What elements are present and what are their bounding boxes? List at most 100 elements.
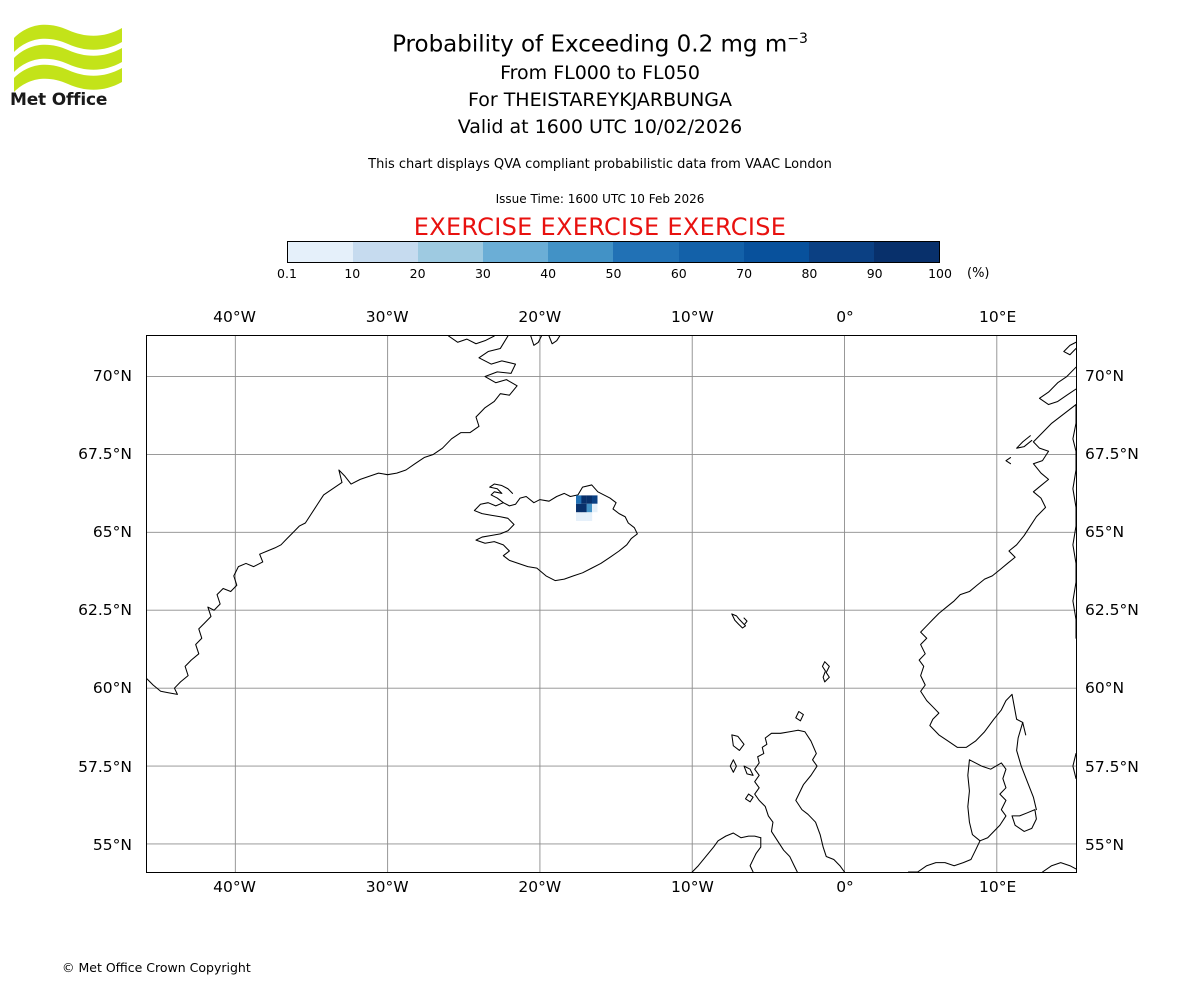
coastline-2 — [530, 336, 542, 346]
lat-tick-right-2: 65°N — [1085, 523, 1125, 542]
lon-tick-top-2: 20°W — [518, 308, 562, 326]
colorbar-band-1 — [353, 242, 419, 262]
coastline-23 — [1005, 457, 1012, 465]
lat-tick-right-5: 57.5°N — [1085, 757, 1139, 776]
colorbar-tick-100: 100 — [928, 266, 952, 281]
chart-title-levels: From FL000 to FL050 — [500, 61, 700, 84]
probability-colorbar — [287, 241, 940, 263]
colorbar-band-8 — [808, 242, 874, 262]
coastline-1 — [448, 336, 495, 345]
lon-tick-bottom-1: 30°W — [365, 878, 409, 896]
ash-cell-3 — [581, 503, 587, 513]
ash-cell-5 — [586, 503, 593, 513]
lat-tick-right-4: 60°N — [1085, 679, 1125, 698]
lat-tick-left-4: 60°N — [92, 679, 132, 698]
coastline-29 — [1072, 753, 1076, 780]
coastline-5 — [489, 483, 514, 504]
ash-cell-6 — [592, 495, 598, 504]
coastline-21 — [1063, 341, 1076, 356]
ash-cell-8 — [576, 512, 582, 521]
coastline-14 — [743, 765, 754, 776]
colorbar-band-3 — [483, 242, 549, 262]
lon-tick-bottom-2: 20°W — [518, 878, 562, 896]
colorbar-tick-30: 30 — [474, 266, 491, 281]
exercise-banner: EXERCISE EXERCISE EXERCISE — [413, 213, 787, 241]
lat-tick-right-3: 62.5°N — [1085, 601, 1139, 620]
coastline-15 — [744, 793, 754, 803]
lon-tick-bottom-3: 10°W — [670, 878, 714, 896]
coastline-12 — [731, 734, 745, 751]
chart-title-main: Probability of Exceeding 0.2 mg m−3 — [0, 24, 1200, 60]
coastline-28 — [1041, 862, 1076, 872]
latitude-axis-left: 70°N 67.5°N 65°N 62.5°N 60°N 57.5°N 55°N — [0, 335, 140, 875]
lat-tick-left-6: 55°N — [92, 835, 132, 854]
lon-tick-top-0: 40°W — [213, 308, 256, 326]
colorbar-tick-80: 80 — [801, 266, 818, 281]
coastline-19 — [1072, 404, 1076, 639]
lat-tick-right-1: 67.5°N — [1085, 444, 1139, 463]
colorbar-unit-label: (%) — [967, 266, 990, 281]
coastline-8 — [821, 661, 830, 683]
coastline-11 — [754, 729, 799, 872]
lat-tick-right-0: 70°N — [1085, 366, 1125, 385]
lon-tick-bottom-4: 0° — [836, 878, 854, 896]
colorbar-band-5 — [613, 242, 679, 262]
colorbar-tick-labels: 0.1 10 20 30 40 50 60 70 80 90 100 — [277, 266, 952, 282]
ash-cell-10 — [586, 512, 593, 521]
chart-disclaimer: This chart displays QVA compliant probab… — [368, 157, 832, 172]
coastline-22 — [1016, 435, 1033, 449]
coastline-20 — [1038, 366, 1076, 406]
lat-tick-left-2: 65°N — [92, 523, 132, 542]
chart-title-block: Probability of Exceeding 0.2 mg m−3 From… — [0, 24, 1200, 141]
lat-tick-right-6: 55°N — [1085, 835, 1125, 854]
colorbar-band-2 — [418, 242, 484, 262]
colorbar-tick-70: 70 — [736, 266, 753, 281]
colorbar-tick-50: 50 — [605, 266, 622, 281]
ash-probability-cells — [576, 495, 598, 521]
lon-tick-bottom-5: 10°E — [978, 878, 1017, 896]
colorbar-band-9 — [873, 242, 939, 262]
ash-cell-1 — [576, 503, 582, 513]
map-svg — [147, 336, 1076, 872]
colorbar-tick-90: 90 — [866, 266, 883, 281]
coastline-4 — [473, 484, 638, 582]
colorbar-band-4 — [548, 242, 614, 262]
colorbar-tick-10: 10 — [344, 266, 361, 281]
chart-title-exponent: −3 — [787, 31, 808, 47]
latitude-axis-right: 70°N 67.5°N 65°N 62.5°N 60°N 57.5°N 55°N — [1085, 335, 1200, 875]
chart-title-text: Probability of Exceeding 0.2 mg m — [392, 31, 788, 58]
copyright-notice: © Met Office Crown Copyright — [62, 960, 251, 975]
lat-tick-left-0: 70°N — [92, 366, 132, 385]
coastline-0 — [147, 336, 518, 695]
lon-tick-top-4: 0° — [836, 308, 854, 326]
coastline-17 — [749, 837, 762, 872]
lon-tick-top-5: 10°E — [978, 308, 1017, 326]
ash-cell-4 — [586, 495, 593, 504]
map-gridlines — [147, 336, 1076, 872]
coastline-13 — [729, 759, 737, 773]
lat-tick-left-1: 67.5°N — [78, 444, 132, 463]
lon-tick-top-3: 10°W — [670, 308, 714, 326]
coastline-6 — [731, 613, 747, 629]
coastline-24 — [967, 759, 1007, 842]
coastline-3 — [548, 336, 561, 345]
lon-tick-top-1: 30°W — [365, 308, 409, 326]
coastline-16 — [691, 832, 762, 872]
chart-issue-time: Issue Time: 1600 UTC 10 Feb 2026 — [495, 192, 705, 206]
met-office-logo — [10, 18, 130, 113]
ash-cell-9 — [581, 512, 587, 521]
coastline-27 — [907, 840, 981, 872]
coastlines — [147, 336, 1076, 872]
colorbar-band-0 — [288, 242, 354, 262]
colorbar-tick-0.1: 0.1 — [277, 266, 297, 281]
map-panel[interactable] — [146, 335, 1077, 873]
longitude-axis-bottom: 40°W 30°W 20°W 10°W 0° 10°E — [0, 878, 1200, 898]
coastline-25 — [1011, 809, 1037, 832]
coastline-18 — [918, 404, 1076, 748]
chart-title-valid-time: Valid at 1600 UTC 10/02/2026 — [457, 115, 743, 138]
met-office-logo-text: Met Office — [10, 90, 108, 110]
ash-cell-2 — [581, 495, 587, 504]
lon-tick-bottom-0: 40°W — [213, 878, 256, 896]
coastline-7 — [743, 617, 748, 625]
lat-tick-left-5: 57.5°N — [78, 757, 132, 776]
